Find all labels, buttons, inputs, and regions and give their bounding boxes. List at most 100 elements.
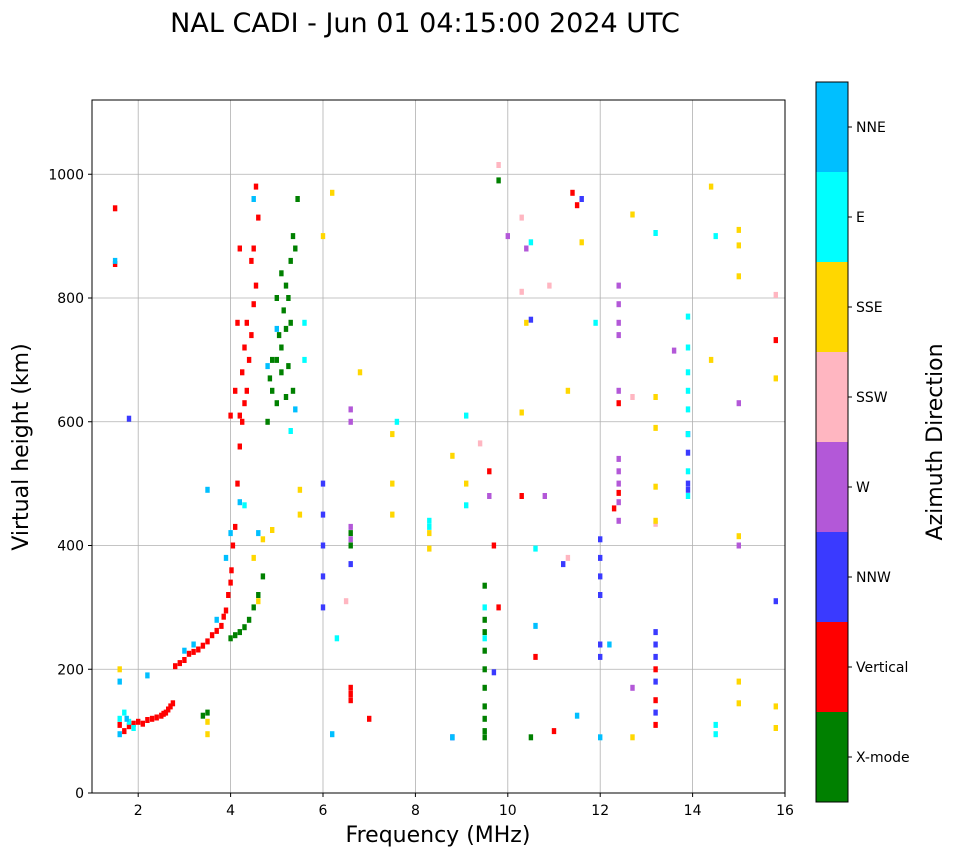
data-point-x-mode [348, 542, 353, 549]
data-point-w [616, 468, 621, 475]
data-point-sse [630, 211, 635, 218]
data-point-e [713, 731, 718, 738]
data-point-vertical [177, 660, 182, 667]
data-point-vertical [249, 257, 254, 264]
data-point-vertical [487, 468, 492, 475]
data-point-x-mode [288, 257, 293, 264]
data-point-x-mode [482, 703, 487, 710]
data-point-vertical [223, 607, 229, 614]
data-point-x-mode [482, 647, 487, 654]
data-point-x-mode [274, 295, 279, 301]
data-point-vertical [574, 202, 580, 209]
data-point-nnw [598, 573, 603, 580]
data-point-vertical [166, 706, 171, 713]
data-point-vertical [235, 480, 240, 487]
data-point-e [593, 319, 598, 326]
data-point-vertical [653, 721, 658, 728]
colorbar-swatch [816, 442, 848, 532]
colorbar-swatch [816, 262, 848, 352]
x-tick-label: 12 [591, 803, 609, 819]
data-point-vertical [159, 712, 164, 719]
data-point-sse [464, 480, 469, 487]
data-point-nne [237, 499, 242, 506]
data-point-nnw [320, 542, 326, 549]
data-point-ssw [773, 291, 778, 298]
data-point-nnw [653, 641, 658, 648]
data-point-e [482, 604, 487, 611]
data-point-x-mode [274, 400, 279, 407]
colorbar-tick-label: E [856, 210, 865, 226]
data-point-nnw [320, 480, 326, 487]
data-point-nnw [598, 653, 603, 660]
x-tick-label: 4 [226, 803, 235, 819]
colorbar-swatch [816, 82, 848, 172]
y-tick-label: 1000 [48, 167, 84, 183]
data-point-nnw [685, 486, 691, 493]
data-point-nnw [653, 678, 658, 685]
data-point-w [616, 455, 621, 462]
data-point-nne [182, 647, 187, 654]
data-point-vertical [168, 703, 173, 710]
data-point-nnw [320, 604, 326, 611]
data-point-vertical [240, 369, 245, 376]
data-point-x-mode [279, 369, 284, 376]
data-point-x-mode [279, 270, 284, 277]
data-point-vertical [653, 666, 658, 673]
plot-area: 2 4 6 8 10 12 14 16 0 200 400 600 800 1000 [48, 99, 794, 819]
data-point-vertical [253, 282, 259, 289]
data-point-x-mode [233, 632, 238, 639]
data-point-w [348, 523, 353, 530]
data-point-x-mode [288, 319, 293, 326]
data-point-nnw [579, 196, 584, 202]
data-point-vertical [616, 489, 621, 496]
x-axis-label: Frequency (MHz) [346, 823, 531, 848]
data-point-e [653, 230, 658, 236]
chart-title: NAL CADI - Jun 01 04:15:00 2024 UTC [170, 8, 680, 39]
data-point-e [122, 709, 127, 716]
data-point-vertical [551, 728, 557, 735]
data-point-vertical [519, 493, 524, 499]
data-point-e [427, 517, 432, 524]
data-point-x-mode [528, 734, 534, 741]
data-point-x-mode [290, 387, 296, 394]
data-point-w [348, 406, 353, 413]
data-point-e [685, 369, 691, 376]
data-point-ssw [519, 214, 524, 221]
data-point-x-mode [283, 282, 289, 289]
data-point-x-mode [496, 177, 501, 184]
data-point-sse [653, 517, 658, 524]
data-point-w [616, 319, 621, 326]
data-point-vertical [242, 400, 247, 407]
data-point-vertical [214, 627, 219, 634]
data-point-w [542, 493, 547, 499]
data-point-x-mode [290, 233, 296, 240]
data-point-sse [773, 375, 778, 382]
y-tick-label: 200 [57, 662, 84, 678]
data-point-x-mode [270, 387, 275, 394]
x-tick-label: 10 [499, 803, 517, 819]
colorbar: X-mode Vertical NNW W SSW SSE E NNE [815, 81, 910, 803]
data-point-nnw [320, 573, 326, 580]
data-point-nne [112, 257, 118, 264]
data-point-nnw [653, 629, 658, 636]
data-point-x-mode [286, 363, 291, 370]
x-axis-ticks: 2 4 6 8 10 12 14 16 [134, 793, 794, 819]
data-point-sse [390, 511, 395, 518]
data-point-x-mode [251, 604, 256, 611]
data-point-sse [320, 233, 326, 240]
data-point-e [685, 406, 691, 413]
data-point-vertical [233, 523, 238, 530]
data-point-e [528, 239, 534, 246]
data-point-w [616, 499, 621, 506]
data-point-x-mode [246, 616, 252, 623]
data-point-vertical [253, 183, 259, 190]
data-point-ssw [519, 288, 524, 295]
colorbar-tick-label: X-mode [856, 750, 910, 766]
data-point-vertical [182, 657, 187, 663]
data-point-sse [297, 486, 303, 493]
data-point-vertical [240, 418, 245, 425]
data-point-sse [524, 319, 529, 326]
data-marks [112, 162, 778, 741]
data-point-vertical [136, 718, 141, 725]
data-point-sse [260, 536, 266, 543]
